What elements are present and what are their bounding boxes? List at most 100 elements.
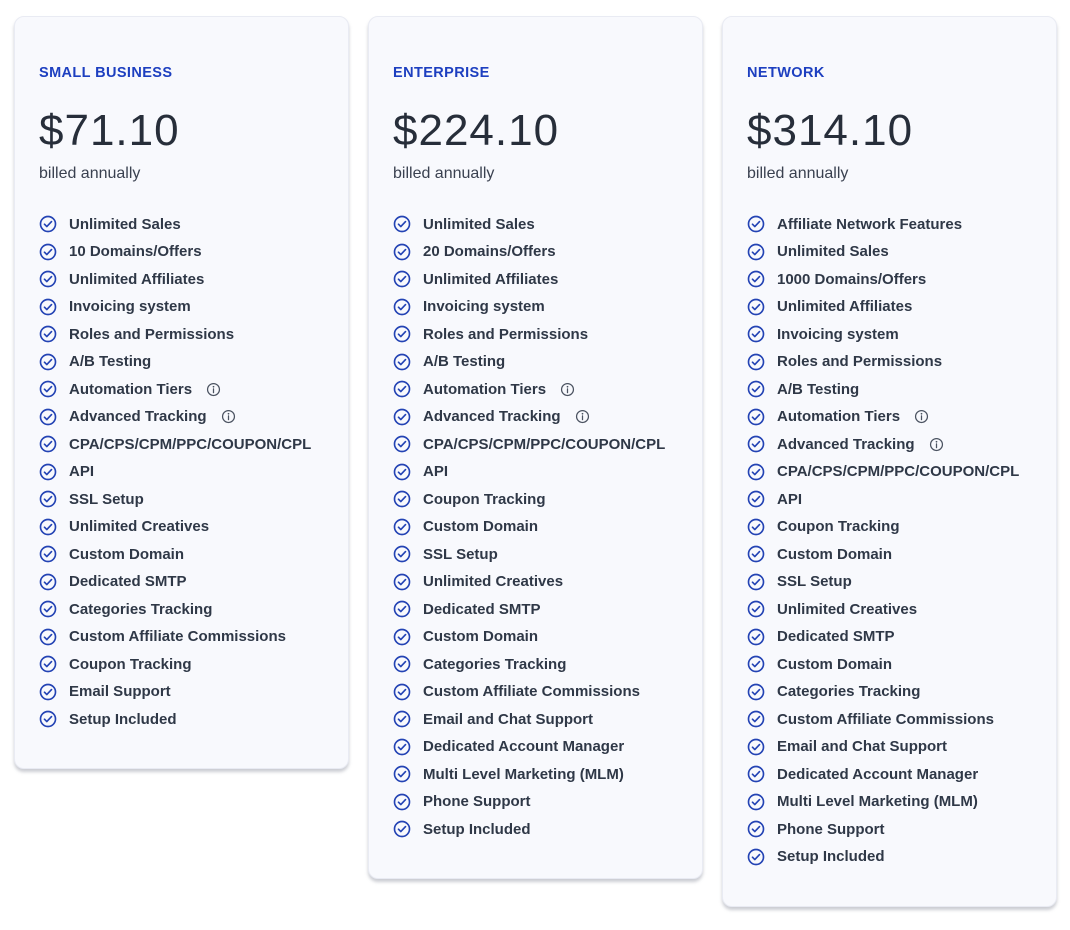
- feature-label: Unlimited Affiliates: [69, 270, 205, 288]
- check-circle-icon: [747, 820, 765, 838]
- feature-label: Categories Tracking: [69, 600, 213, 618]
- feature-label: Email and Chat Support: [777, 738, 948, 755]
- check-circle-icon: [393, 380, 411, 398]
- check-circle-icon: [393, 325, 411, 343]
- feature-label: Unlimited Affiliates: [777, 298, 913, 315]
- feature-list: Unlimited Sales 10 Domains/Offers Unlimite…: [39, 215, 324, 728]
- feature-item: A/B Testing: [747, 380, 1032, 398]
- check-circle-icon: [393, 683, 411, 701]
- feature-label: SSL Setup: [423, 545, 498, 563]
- feature-label: Coupon Tracking: [423, 490, 546, 508]
- feature-item: Custom Domain: [747, 655, 1032, 673]
- feature-item: SSL Setup: [393, 545, 678, 563]
- check-circle-icon: [39, 270, 57, 288]
- check-circle-icon: [39, 545, 57, 563]
- check-circle-icon: [39, 683, 57, 701]
- check-circle-icon: [747, 793, 765, 811]
- feature-label: API: [777, 490, 803, 508]
- feature-item: Phone Support: [747, 820, 1032, 838]
- check-circle-icon: [39, 298, 57, 316]
- feature-label: Dedicated SMTP: [423, 600, 541, 618]
- feature-label: Dedicated Account Manager: [777, 765, 979, 783]
- feature-item: Advanced Tracking: [747, 435, 1032, 453]
- check-circle-icon: [393, 738, 411, 756]
- check-circle-icon: [393, 353, 411, 371]
- check-circle-icon: [393, 820, 411, 838]
- check-circle-icon: [747, 848, 765, 866]
- feature-item: Roles and Permissions: [393, 325, 678, 343]
- feature-item: Roles and Permissions: [39, 325, 324, 343]
- check-circle-icon: [39, 408, 57, 426]
- feature-item: A/B Testing: [39, 353, 324, 371]
- feature-label: Unlimited Sales: [777, 243, 889, 260]
- plan-card-small-business: SMALL BUSINESS $71.10 billed annually Un…: [14, 16, 349, 769]
- billing-note: billed annually: [393, 165, 495, 182]
- info-circle-icon[interactable]: [929, 437, 944, 452]
- check-circle-icon: [39, 490, 57, 508]
- feature-label: Multi Level Marketing (MLM): [423, 765, 624, 783]
- feature-item: API: [747, 490, 1032, 508]
- feature-item: Automation Tiers: [393, 380, 678, 398]
- feature-label: Affiliate Network Features: [777, 215, 963, 233]
- feature-label: Categories Tracking: [423, 655, 567, 673]
- check-circle-icon: [393, 600, 411, 618]
- billing-note: billed annually: [747, 165, 849, 182]
- check-circle-icon: [747, 463, 765, 481]
- info-circle-icon[interactable]: [206, 382, 221, 397]
- feature-label: Roles and Permissions: [777, 353, 943, 370]
- feature-label: SSL Setup: [777, 573, 852, 590]
- info-circle-icon[interactable]: [914, 409, 929, 424]
- check-circle-icon: [39, 710, 57, 728]
- feature-item: Multi Level Marketing (MLM): [393, 765, 678, 783]
- feature-label: Custom Domain: [423, 518, 539, 535]
- feature-item: Custom Domain: [393, 518, 678, 536]
- feature-label: Dedicated SMTP: [69, 573, 187, 590]
- info-circle-icon[interactable]: [560, 382, 575, 397]
- check-circle-icon: [393, 765, 411, 783]
- check-circle-icon: [747, 215, 765, 233]
- feature-item: Custom Affiliate Commissions: [393, 683, 678, 701]
- feature-item: 1000 Domains/Offers: [747, 270, 1032, 288]
- feature-item: Dedicated Account Manager: [393, 738, 678, 756]
- check-circle-icon: [747, 600, 765, 618]
- feature-item: API: [393, 463, 678, 481]
- feature-label: Coupon Tracking: [69, 655, 192, 673]
- feature-label: Advanced Tracking: [69, 408, 207, 425]
- check-circle-icon: [393, 573, 411, 591]
- check-circle-icon: [747, 655, 765, 673]
- check-circle-icon: [747, 435, 765, 453]
- check-circle-icon: [393, 710, 411, 728]
- billing-note: billed annually: [39, 165, 141, 182]
- feature-item: Unlimited Creatives: [747, 600, 1032, 618]
- feature-item: Dedicated Account Manager: [747, 765, 1032, 783]
- plan-name: SMALL BUSINESS: [39, 65, 173, 81]
- feature-label: Automation Tiers: [777, 408, 901, 425]
- feature-label: Categories Tracking: [777, 683, 921, 700]
- feature-item: Setup Included: [393, 820, 678, 838]
- check-circle-icon: [39, 215, 57, 233]
- plan-card-network: NETWORK $314.10 billed annually Affiliat…: [722, 16, 1057, 907]
- feature-item: Custom Domain: [393, 628, 678, 646]
- feature-label: Automation Tiers: [69, 380, 193, 398]
- feature-label: Automation Tiers: [423, 380, 547, 398]
- feature-label: Email and Chat Support: [423, 710, 594, 728]
- feature-label: CPA/CPS/CPM/PPC/COUPON/CPL: [423, 435, 666, 453]
- feature-item: Coupon Tracking: [39, 655, 324, 673]
- info-circle-icon[interactable]: [575, 409, 590, 424]
- check-circle-icon: [393, 793, 411, 811]
- feature-item: Automation Tiers: [39, 380, 324, 398]
- feature-item: Custom Domain: [39, 545, 324, 563]
- feature-item: Unlimited Sales: [393, 215, 678, 233]
- info-circle-icon[interactable]: [221, 409, 236, 424]
- check-circle-icon: [393, 628, 411, 646]
- feature-item: Roles and Permissions: [747, 353, 1032, 371]
- check-circle-icon: [747, 710, 765, 728]
- feature-item: Advanced Tracking: [393, 408, 678, 426]
- feature-label: Invoicing system: [69, 298, 191, 315]
- feature-label: Unlimited Sales: [423, 215, 535, 233]
- feature-label: Custom Affiliate Commissions: [423, 683, 640, 700]
- check-circle-icon: [39, 655, 57, 673]
- feature-item: Unlimited Creatives: [39, 518, 324, 536]
- feature-label: 20 Domains/Offers: [423, 243, 556, 260]
